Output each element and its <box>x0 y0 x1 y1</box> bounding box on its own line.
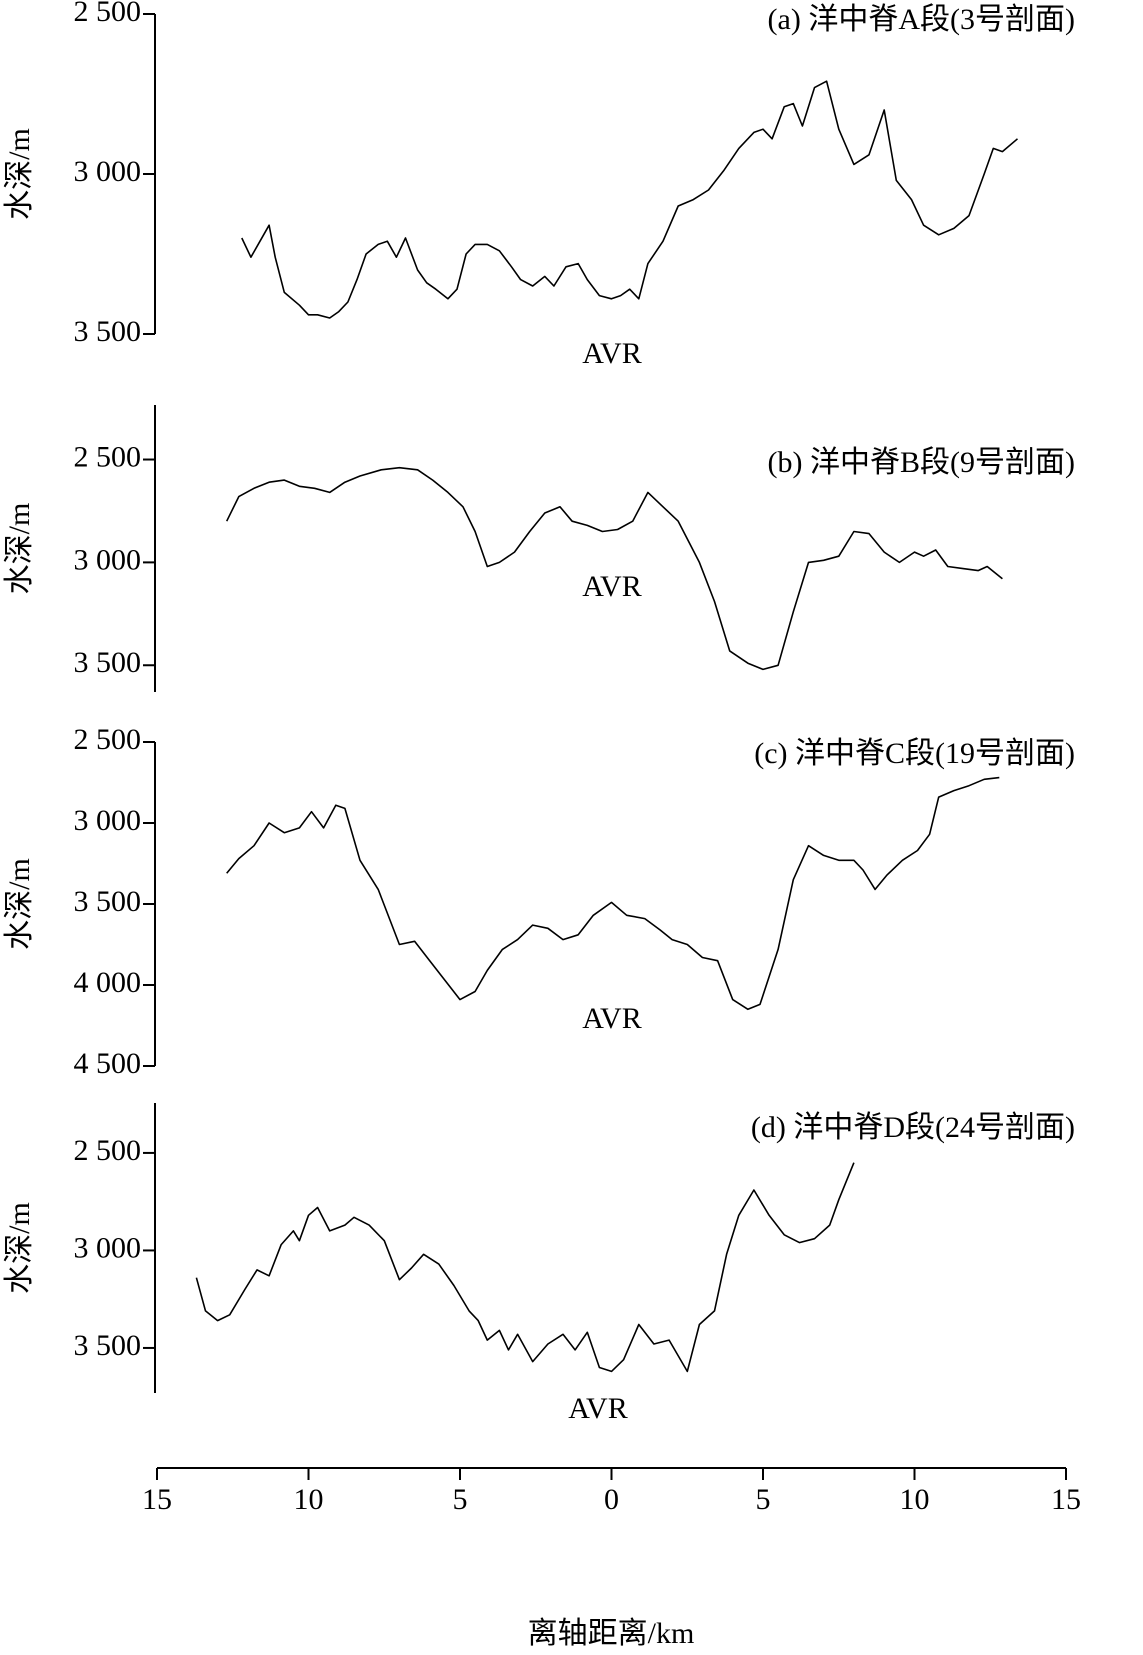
profile-line <box>226 776 1000 1011</box>
y-tick-label: 2 500 <box>74 440 142 473</box>
y-tick-label: 3 000 <box>74 155 142 188</box>
y-tick-label: 2 500 <box>74 1134 142 1167</box>
x-tick-label: 5 <box>453 1483 468 1516</box>
y-axis-label: 水深/m <box>3 128 36 220</box>
x-axis-label: 离轴距离/km <box>528 1617 695 1650</box>
y-tick-label: 3 500 <box>74 315 142 348</box>
annotation: AVR <box>582 337 641 370</box>
y-tick-label: 3 000 <box>74 804 142 837</box>
x-tick-label: 15 <box>1051 1483 1081 1516</box>
profile-line <box>195 1162 855 1373</box>
annotation: AVR <box>568 1392 627 1425</box>
panel-title: (b) 洋中脊B段(9号剖面) <box>768 446 1075 479</box>
y-tick-label: 4 000 <box>74 966 142 999</box>
y-tick-label: 3 000 <box>74 543 142 576</box>
annotation: AVR <box>582 1002 641 1035</box>
y-tick-label: 3 500 <box>74 1329 142 1362</box>
profile-line <box>241 80 1019 319</box>
panel-title: (a) 洋中脊A段(3号剖面) <box>768 3 1075 36</box>
y-tick-label: 4 500 <box>74 1047 142 1080</box>
y-axis-label: 水深/m <box>3 858 36 950</box>
y-tick-label: 2 500 <box>74 723 142 756</box>
x-tick-label: 5 <box>756 1483 771 1516</box>
y-axis-label: 水深/m <box>3 1202 36 1294</box>
y-tick-label: 3 500 <box>74 646 142 679</box>
x-tick-label: 15 <box>142 1483 172 1516</box>
x-tick-label: 10 <box>294 1483 324 1516</box>
y-tick-label: 3 500 <box>74 885 142 918</box>
x-tick-label: 0 <box>604 1483 619 1516</box>
panel-title: (d) 洋中脊D段(24号剖面) <box>751 1111 1075 1144</box>
x-tick-label: 10 <box>900 1483 930 1516</box>
y-tick-label: 3 000 <box>74 1231 142 1264</box>
y-tick-label: 2 500 <box>74 0 142 28</box>
y-axis-label: 水深/m <box>3 503 36 595</box>
annotation: AVR <box>582 570 641 603</box>
profile-line <box>225 466 1003 671</box>
panel-title: (c) 洋中脊C段(19号剖面) <box>754 737 1075 770</box>
